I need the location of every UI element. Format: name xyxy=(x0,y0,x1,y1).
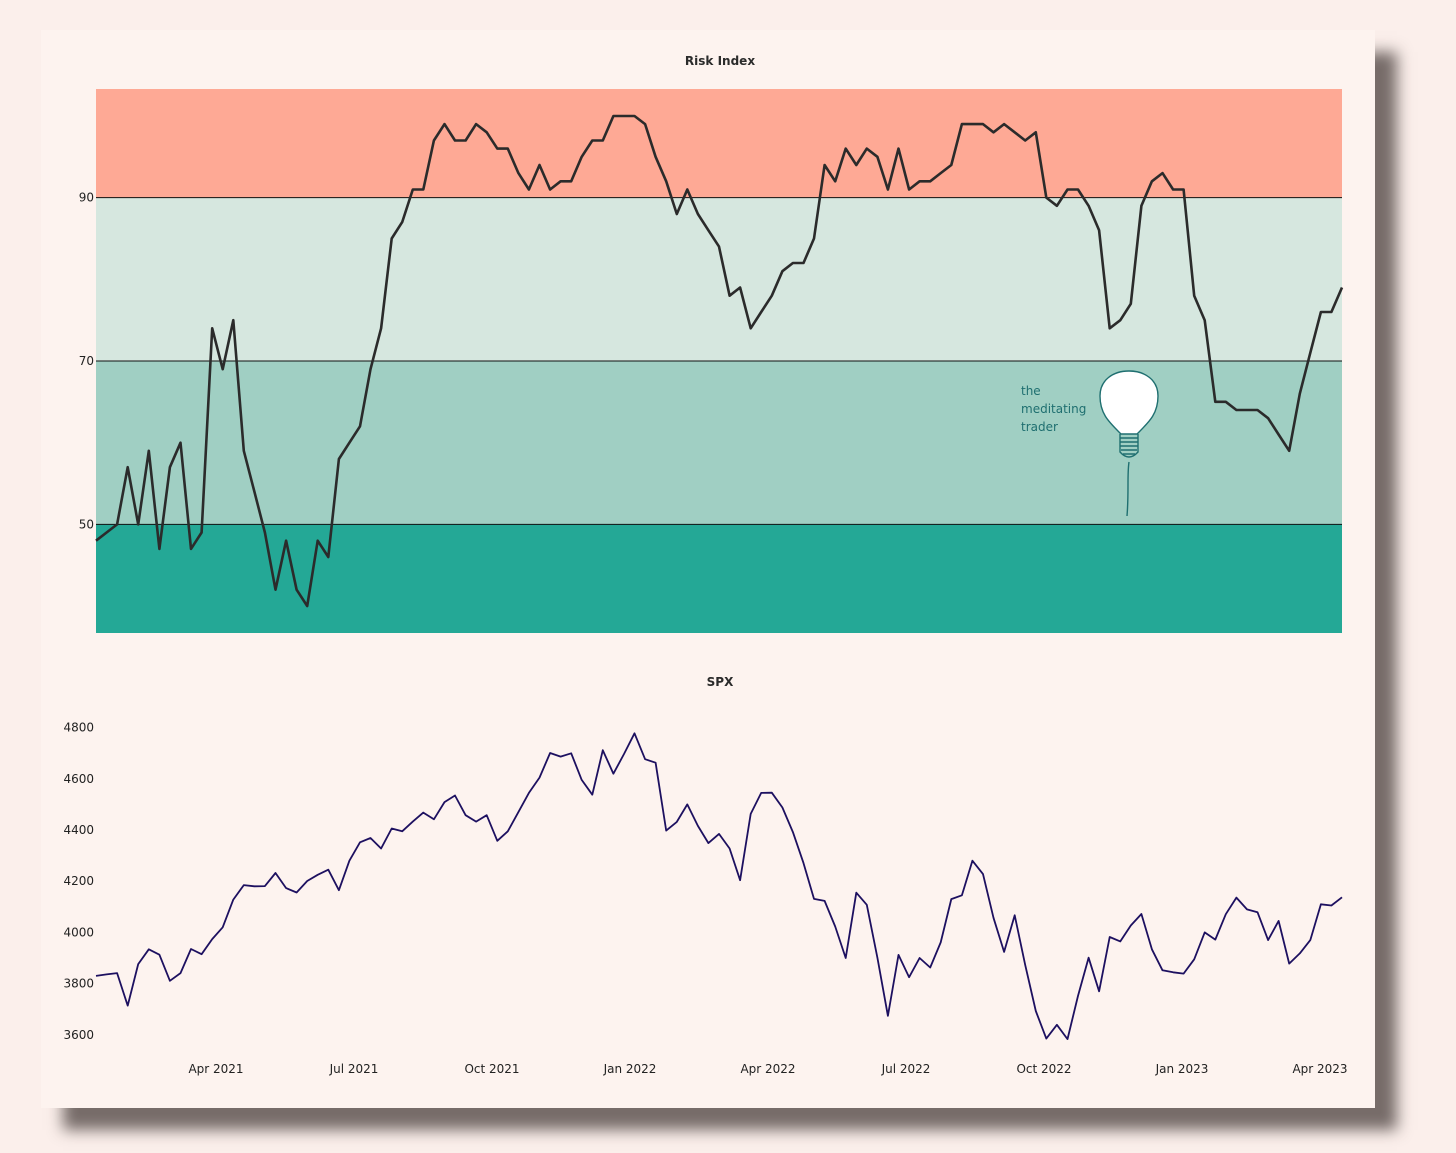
spx-y-tick-label: 4400 xyxy=(63,823,94,837)
risk-y-axis: 50 70 90 xyxy=(79,191,1342,531)
spx-y-tick-label: 4200 xyxy=(63,874,94,888)
meditating-trader-watermark: the meditating trader xyxy=(1021,370,1159,517)
x-tick-label: Oct 2021 xyxy=(464,1062,519,1076)
x-tick-label: Jul 2021 xyxy=(329,1062,379,1076)
x-tick-label: Apr 2022 xyxy=(740,1062,795,1076)
spx-y-tick-label: 3800 xyxy=(63,977,94,991)
risk-y-tick-label: 90 xyxy=(79,191,94,205)
risk-index-series-line xyxy=(95,114,1344,608)
spx-y-axis: 3600 3800 4000 4200 4400 4600 4800 xyxy=(63,721,94,1042)
watermark-line-2: meditating xyxy=(1021,402,1086,416)
risk-zone-band-0 xyxy=(96,89,1342,198)
chart-card: Risk Index 50 70 90 the meditating trader … xyxy=(41,30,1375,1108)
risk-y-tick-label: 50 xyxy=(79,517,94,531)
lightbulb-icon xyxy=(1099,370,1159,517)
spx-y-tick-label: 4000 xyxy=(63,925,94,939)
watermark-line-3: trader xyxy=(1021,420,1058,434)
spx-y-tick-label: 4600 xyxy=(63,772,94,786)
spx-y-tick-label: 3600 xyxy=(63,1028,94,1042)
watermark-line-1: the xyxy=(1021,384,1041,398)
x-tick-label: Jan 2022 xyxy=(603,1062,657,1076)
spx-series-line xyxy=(95,732,1343,1040)
spx-title: SPX xyxy=(707,675,734,689)
risk-index-title: Risk Index xyxy=(685,54,755,68)
x-axis: Apr 2021 Jul 2021 Oct 2021 Jan 2022 Apr 2022… xyxy=(188,1062,1347,1076)
risk-y-tick-label: 70 xyxy=(79,354,94,368)
risk-zone-band-3 xyxy=(96,524,1342,633)
x-tick-label: Apr 2021 xyxy=(188,1062,243,1076)
risk-zone-band-1 xyxy=(96,197,1342,361)
x-tick-label: Jan 2023 xyxy=(1155,1062,1209,1076)
x-tick-label: Oct 2022 xyxy=(1016,1062,1071,1076)
x-tick-label: Jul 2022 xyxy=(881,1062,931,1076)
x-tick-label: Apr 2023 xyxy=(1292,1062,1347,1076)
spx-y-tick-label: 4800 xyxy=(63,721,94,735)
